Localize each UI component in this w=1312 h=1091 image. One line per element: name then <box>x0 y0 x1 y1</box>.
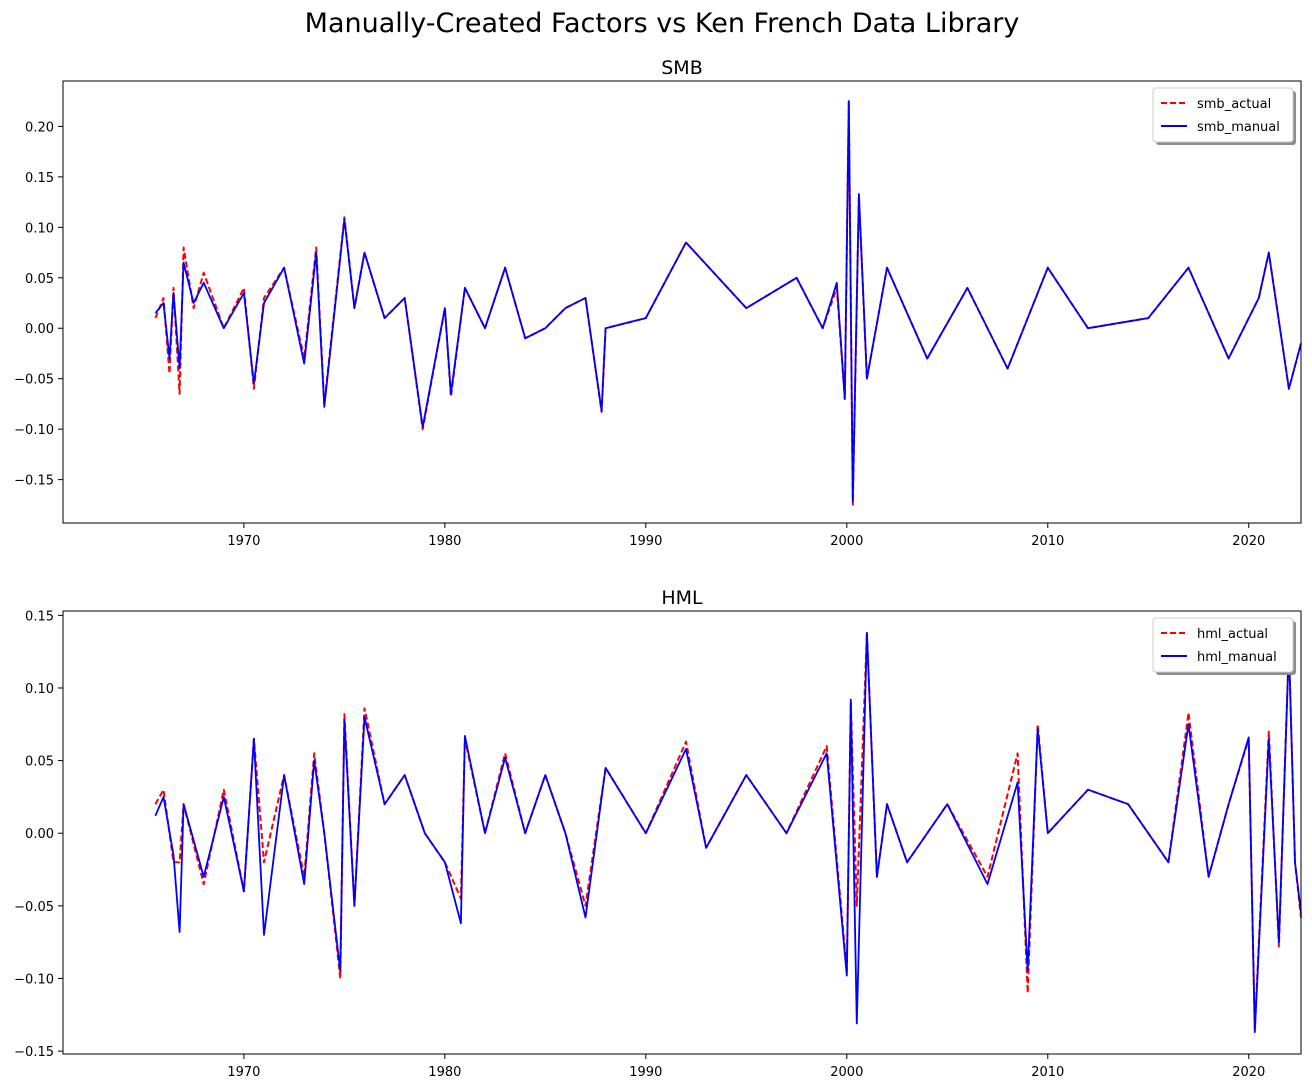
smb_manual-line <box>154 100 1302 503</box>
smb-y-tick-label: −0.10 <box>14 423 54 438</box>
hml-y-axis: −0.15 −0.10 −0.05 0.00 0.05 0.10 0.15 <box>14 609 63 1060</box>
hml-plot-frame <box>62 610 1302 1055</box>
smb-panel-title: SMB <box>661 57 703 79</box>
smb-y-tick-label: −0.05 <box>14 373 54 388</box>
smb_manual-legend-label: smb_manual <box>1197 120 1280 135</box>
hml-x-tick-label: 1970 <box>227 1065 260 1080</box>
hml-legend: hml_actual hml_manual <box>1152 617 1296 675</box>
smb-x-tick-label: 2020 <box>1232 534 1265 549</box>
hml-x-tick-label: 2010 <box>1031 1065 1064 1080</box>
hml-x-tick-label: 1990 <box>629 1065 662 1080</box>
hml_manual-line <box>154 631 1302 1034</box>
hml-y-tick-label: 0.00 <box>25 827 54 842</box>
hml_manual-legend-label: hml_manual <box>1197 650 1277 665</box>
figure-title: Manually-Created Factors vs Ken French D… <box>305 8 1020 39</box>
hml-series <box>154 631 1302 1034</box>
smb-y-tick-label: 0.00 <box>25 322 54 337</box>
hml-panel-title: HML <box>661 587 703 609</box>
hml-legend-box <box>1152 617 1294 673</box>
smb-panel: SMB −0.15−0.10−0.050.000.050.100.150.20 … <box>14 57 1302 549</box>
smb-legend-box <box>1152 87 1294 143</box>
smb-y-tick-label: 0.10 <box>25 221 54 236</box>
smb_actual-legend-label: smb_actual <box>1197 97 1271 112</box>
smb-x-tick-label: 1980 <box>428 534 461 549</box>
smb-x-tick-label: 1990 <box>629 534 662 549</box>
hml-y-tick-label: −0.05 <box>14 900 54 915</box>
smb-legend: smb_actual smb_manual <box>1152 87 1296 145</box>
smb-y-tick-label: 0.05 <box>25 272 54 287</box>
hml-x-tick-label: 1980 <box>428 1065 461 1080</box>
smb-x-tick-label: 2000 <box>830 534 863 549</box>
smb-x-axis: 1970 1980 1990 2000 2010 2020 <box>227 523 1265 549</box>
smb-series <box>154 100 1302 506</box>
smb-y-tick-label: 0.20 <box>25 120 54 135</box>
hml-y-tick-label: 0.15 <box>25 609 54 624</box>
smb-y-tick-label: −0.15 <box>14 474 54 489</box>
hml-x-tick-label: 2000 <box>830 1065 863 1080</box>
hml-x-tick-label: 2020 <box>1232 1065 1265 1080</box>
smb-x-tick-label: 2010 <box>1031 534 1064 549</box>
hml-y-tick-label: −0.15 <box>14 1045 54 1060</box>
hml-y-tick-label: −0.10 <box>14 972 54 987</box>
smb-plot-frame <box>62 80 1302 524</box>
smb-y-tick-label: 0.15 <box>25 171 54 186</box>
hml-y-tick-label: 0.10 <box>25 682 54 697</box>
hml_actual-legend-label: hml_actual <box>1197 627 1268 642</box>
hml-panel: HML −0.15 −0.10 −0.05 0.00 0.05 0.10 0.15 1970… <box>14 587 1302 1080</box>
smb-x-tick-label: 1970 <box>227 534 260 549</box>
smb-y-axis: −0.15 −0.10 −0.05 0.00 0.05 0.10 0.15 0.20 <box>14 120 63 489</box>
hml-y-tick-label: 0.05 <box>25 755 54 770</box>
hml-x-axis: 1970 1980 1990 2000 2010 2020 <box>227 1054 1265 1080</box>
